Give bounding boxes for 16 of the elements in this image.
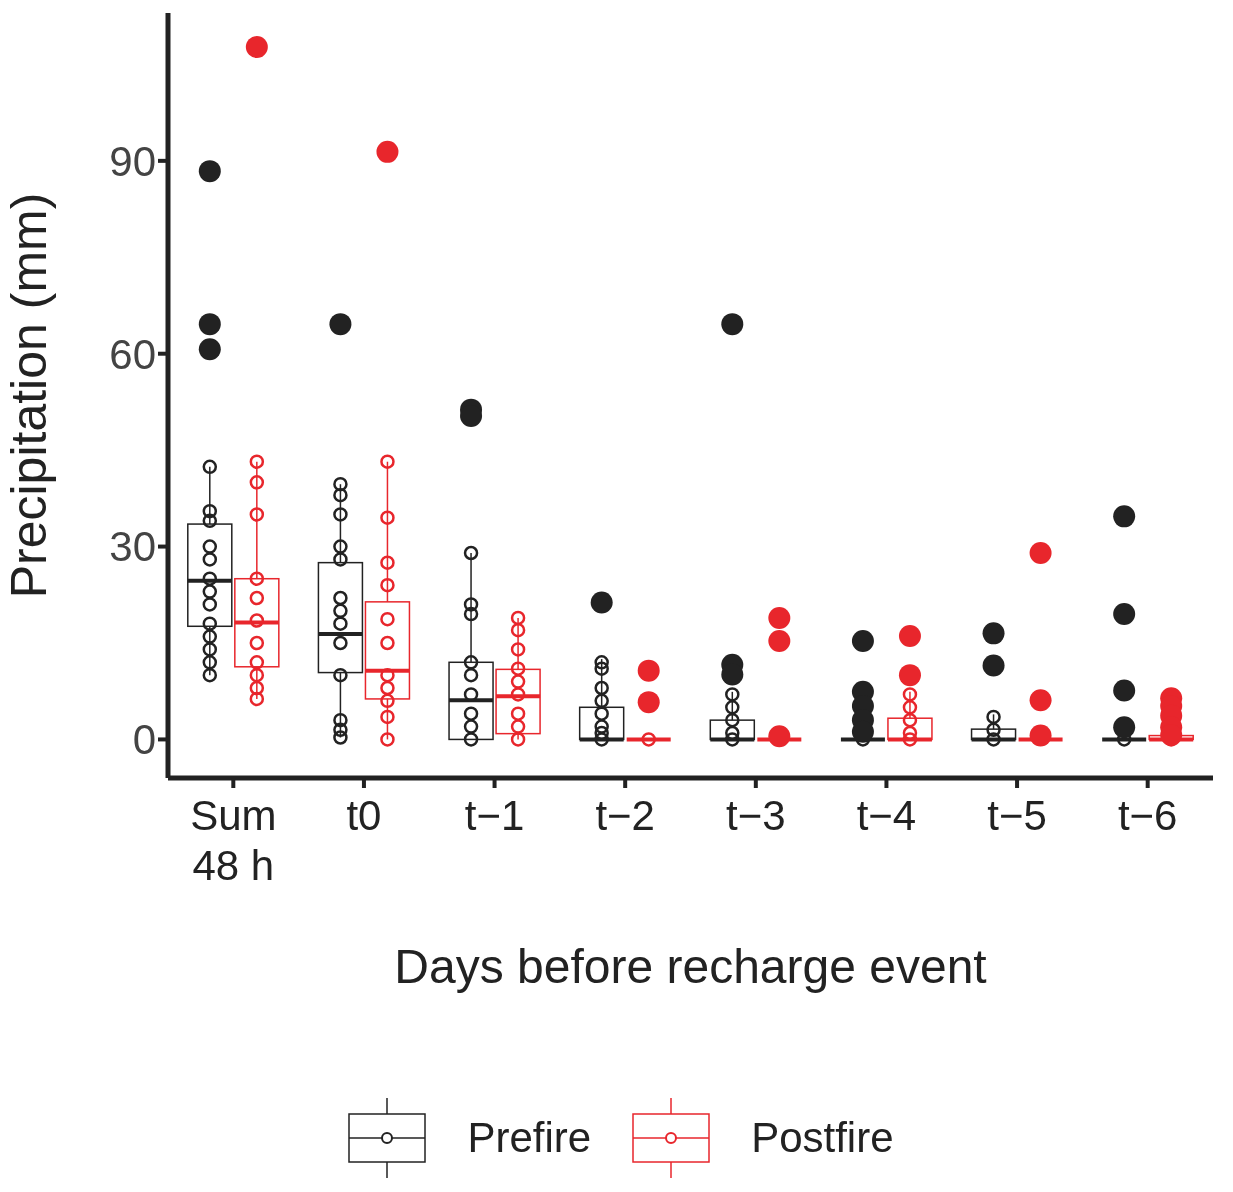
x-tick-label: t−6 xyxy=(1117,792,1178,839)
legend-label: Prefire xyxy=(467,1114,592,1162)
x-tick-label: t−3 xyxy=(726,792,786,839)
x-tick-label: t−2 xyxy=(595,792,655,839)
y-tick-label: 60 xyxy=(109,330,156,378)
y-tick-label: 30 xyxy=(109,523,156,571)
x-axis-title: Days before recharge event xyxy=(394,940,987,993)
x-tick-label: Sum 48 h xyxy=(190,792,277,889)
y-tick-label: 0 xyxy=(132,716,156,764)
x-tick-label: t−5 xyxy=(987,792,1047,839)
y-tick-label: 90 xyxy=(109,137,156,185)
x-tick-label: t0 xyxy=(346,792,382,839)
legend-label: Postfire xyxy=(751,1114,894,1162)
y-axis-title: Precipitation (mm) xyxy=(0,192,57,599)
x-tick-label: t−4 xyxy=(856,792,917,839)
x-tick-label: t−1 xyxy=(464,792,525,839)
